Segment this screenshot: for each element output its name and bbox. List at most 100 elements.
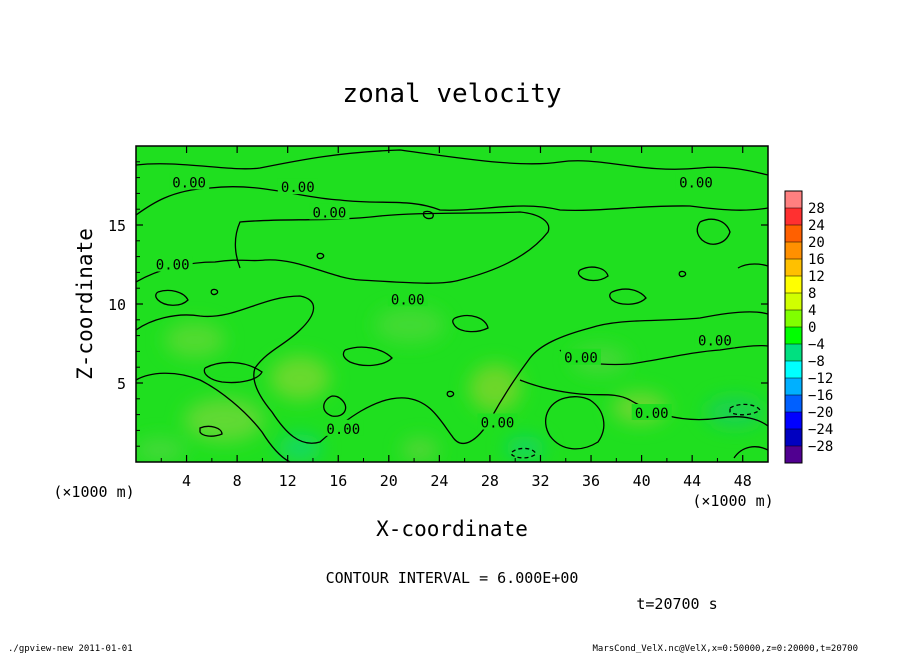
colorbar-label: −4 <box>808 337 825 353</box>
x-tick-label: 36 <box>582 472 600 490</box>
contour-label: 0.00 <box>564 351 598 367</box>
colorbar-swatch <box>785 446 802 463</box>
contour-label: 0.00 <box>698 333 732 349</box>
contour-label-bg <box>477 413 518 430</box>
colorbar-swatch <box>785 225 802 242</box>
field-shade <box>278 434 322 462</box>
plot-area: 0.00 0.00 0.00 0.00 0.00 0.00 0.00 0.00 0.00 0.00… <box>136 146 768 462</box>
contour-line <box>733 446 768 459</box>
contour-label: 0.00 <box>481 416 515 432</box>
y-tick-label: 15 <box>108 217 126 235</box>
contour-label: 0.00 <box>391 292 425 308</box>
colorbar-label: 0 <box>808 320 816 336</box>
contour-label: 0.00 <box>635 406 669 422</box>
x-tick-label: 16 <box>329 472 347 490</box>
contour-label-bg <box>560 348 601 365</box>
footer-left: ./gpview-new 2011-01-01 <box>8 644 133 654</box>
contour-label-bg <box>152 255 193 272</box>
contour-line <box>155 289 189 306</box>
contour-label-bg <box>631 404 672 421</box>
x-tick-label: 28 <box>481 472 499 490</box>
contour-line <box>737 263 768 269</box>
colorbar-label: −8 <box>808 354 825 370</box>
colorbar-label: 8 <box>808 286 816 302</box>
contour-line <box>609 288 647 305</box>
colorbar-label: −16 <box>808 388 833 404</box>
contour-line <box>136 211 550 284</box>
colorbar-swatch <box>785 293 802 310</box>
colorbar-swatch <box>785 276 802 293</box>
colorbar-label: −28 <box>808 439 833 455</box>
x-tick-label: 32 <box>531 472 549 490</box>
contour-line <box>210 288 219 296</box>
contour-interval: CONTOUR INTERVAL = 6.000E+00 <box>326 569 579 587</box>
colorbar-swatch <box>785 327 802 344</box>
colorbar-swatch <box>785 412 802 429</box>
colorbar-label: −12 <box>808 371 833 387</box>
y-tick-label: 5 <box>117 375 126 393</box>
field-shade <box>469 364 521 412</box>
contour-label-bg <box>694 331 735 348</box>
contour-line <box>323 395 347 417</box>
colorbar-label: 20 <box>808 235 825 251</box>
contour-line <box>136 186 768 216</box>
contour-label-bg <box>169 173 210 190</box>
colorbar-swatch <box>785 344 802 361</box>
contour-label-bg <box>277 178 318 195</box>
contour-label-bg <box>675 173 716 190</box>
y-axis-label: Z-coordinate <box>73 228 97 380</box>
contour-lines <box>136 149 768 462</box>
x-tick-label: 8 <box>233 472 242 490</box>
contour-line <box>545 396 605 450</box>
colorbar-swatch <box>785 208 802 225</box>
contour-line <box>519 379 768 427</box>
contour-line <box>446 390 455 398</box>
field-shade <box>165 322 225 358</box>
colorbar-label: 28 <box>808 201 825 217</box>
x-axis: 4 8 12 16 20 24 28 32 36 40 44 48 <box>160 146 752 490</box>
y-axis: 5 10 15 <box>108 161 768 447</box>
colorbar-frame <box>784 190 803 464</box>
contour-line <box>696 218 731 245</box>
field-shade <box>505 436 545 460</box>
contour-label: 0.00 <box>281 180 315 196</box>
colorbar-swatch <box>785 259 802 276</box>
contour-line <box>342 346 393 367</box>
contour-line <box>452 314 489 333</box>
colorbar-swatch <box>785 378 802 395</box>
contour-line <box>136 149 768 176</box>
field-shade <box>705 396 765 428</box>
contour-line <box>316 252 325 260</box>
y-axis-unit: (×1000 m) <box>53 483 134 501</box>
x-axis-label: X-coordinate <box>376 517 528 541</box>
contour-label-bg <box>323 419 364 436</box>
contour-label: 0.00 <box>326 422 360 438</box>
x-tick-label: 4 <box>182 472 191 490</box>
x-tick-label: 20 <box>380 472 398 490</box>
contour-line <box>511 447 537 459</box>
contour-line <box>678 270 687 278</box>
contour-label: 0.00 <box>156 258 190 274</box>
colorbar-swatch <box>785 242 802 259</box>
contour-line <box>203 361 263 384</box>
colorbar-swatch <box>785 191 802 208</box>
contour-label: 0.00 <box>679 175 713 191</box>
contour-label: 0.00 <box>172 175 206 191</box>
colorbar-swatch <box>785 429 802 446</box>
footer-right: MarsCond_VelX.nc@VelX,x=0:50000,z=0:2000… <box>592 644 858 654</box>
contour-line <box>577 266 609 282</box>
x-tick-label: 44 <box>683 472 701 490</box>
colorbar-swatch <box>785 310 802 327</box>
contour-line <box>729 403 761 416</box>
colorbar-label: −20 <box>808 405 833 421</box>
field-shade <box>402 438 438 462</box>
contour-line <box>136 372 291 462</box>
y-tick-label: 10 <box>108 296 126 314</box>
colorbar-swatch <box>785 361 802 378</box>
x-tick-label: 48 <box>734 472 752 490</box>
colorbar-swatch <box>785 395 802 412</box>
field-shade <box>184 398 264 442</box>
contour-labels: 0.00 0.00 0.00 0.00 0.00 0.00 0.00 0.00 0.00 0.00… <box>152 173 735 438</box>
